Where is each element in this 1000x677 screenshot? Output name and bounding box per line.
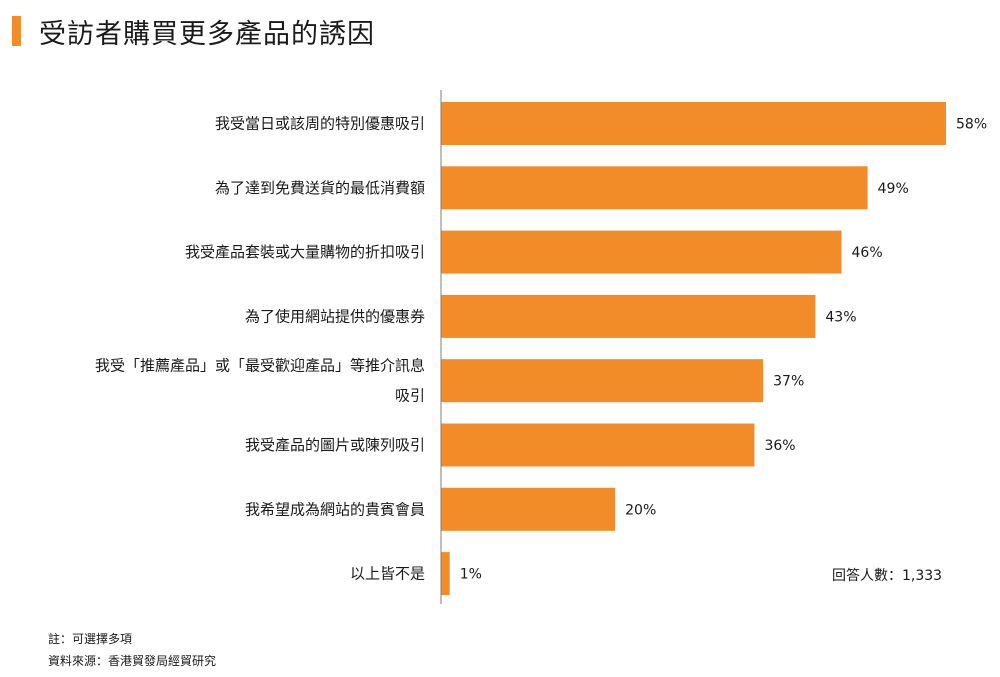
value-label-6: 36% [764,438,795,454]
bar-3 [441,230,842,274]
category-label-5-line-2: 吸引 [395,387,425,405]
category-label-5-line-1: 我受「推薦產品」或「最受歡迎產品」等推介訊息 [95,357,425,375]
page-title: 受訪者購買更多產品的誘因 [39,18,375,50]
bar-1 [441,102,946,145]
value-label-1: 58% [956,117,987,133]
title-accent-bar [12,16,21,46]
bar-6 [441,423,755,467]
value-label-4: 43% [825,309,856,325]
title-block: 受訪者購買更多產品的誘因 [12,14,375,50]
value-label-5: 37% [773,374,804,390]
footnotes: 註：可選擇多項 資料來源：香港貿發局經貿研究 [48,628,216,672]
category-label-1: 我受當日或該周的特別優惠吸引 [215,115,425,133]
respondent-count: 回答人數：1,333 [832,568,943,584]
value-label-2: 49% [878,181,909,197]
category-label-8: 以上皆不是 [350,565,425,583]
category-label-6: 我受產品的圖片或陳列吸引 [245,436,425,454]
category-label-4: 為了使用網站提供的優惠券 [245,307,425,325]
category-label-2: 為了達到免費送貨的最低消費額 [215,179,425,197]
bar-2 [441,166,868,210]
value-label-8: 1% [460,567,482,583]
bar-5 [441,359,764,403]
value-label-3: 46% [852,245,883,261]
footnote-source: 資料來源：香港貿發局經貿研究 [48,654,217,668]
footnote-multiple-choice: 註：可選擇多項 [48,632,133,646]
category-label-3: 我受產品套裝或大量購物的折扣吸引 [185,243,425,261]
category-label-7: 我希望成為網站的貴賓會員 [245,500,425,518]
bar-4 [441,294,816,338]
value-label-7: 20% [625,502,656,518]
bar-8 [441,552,450,596]
bar-7 [441,487,616,531]
